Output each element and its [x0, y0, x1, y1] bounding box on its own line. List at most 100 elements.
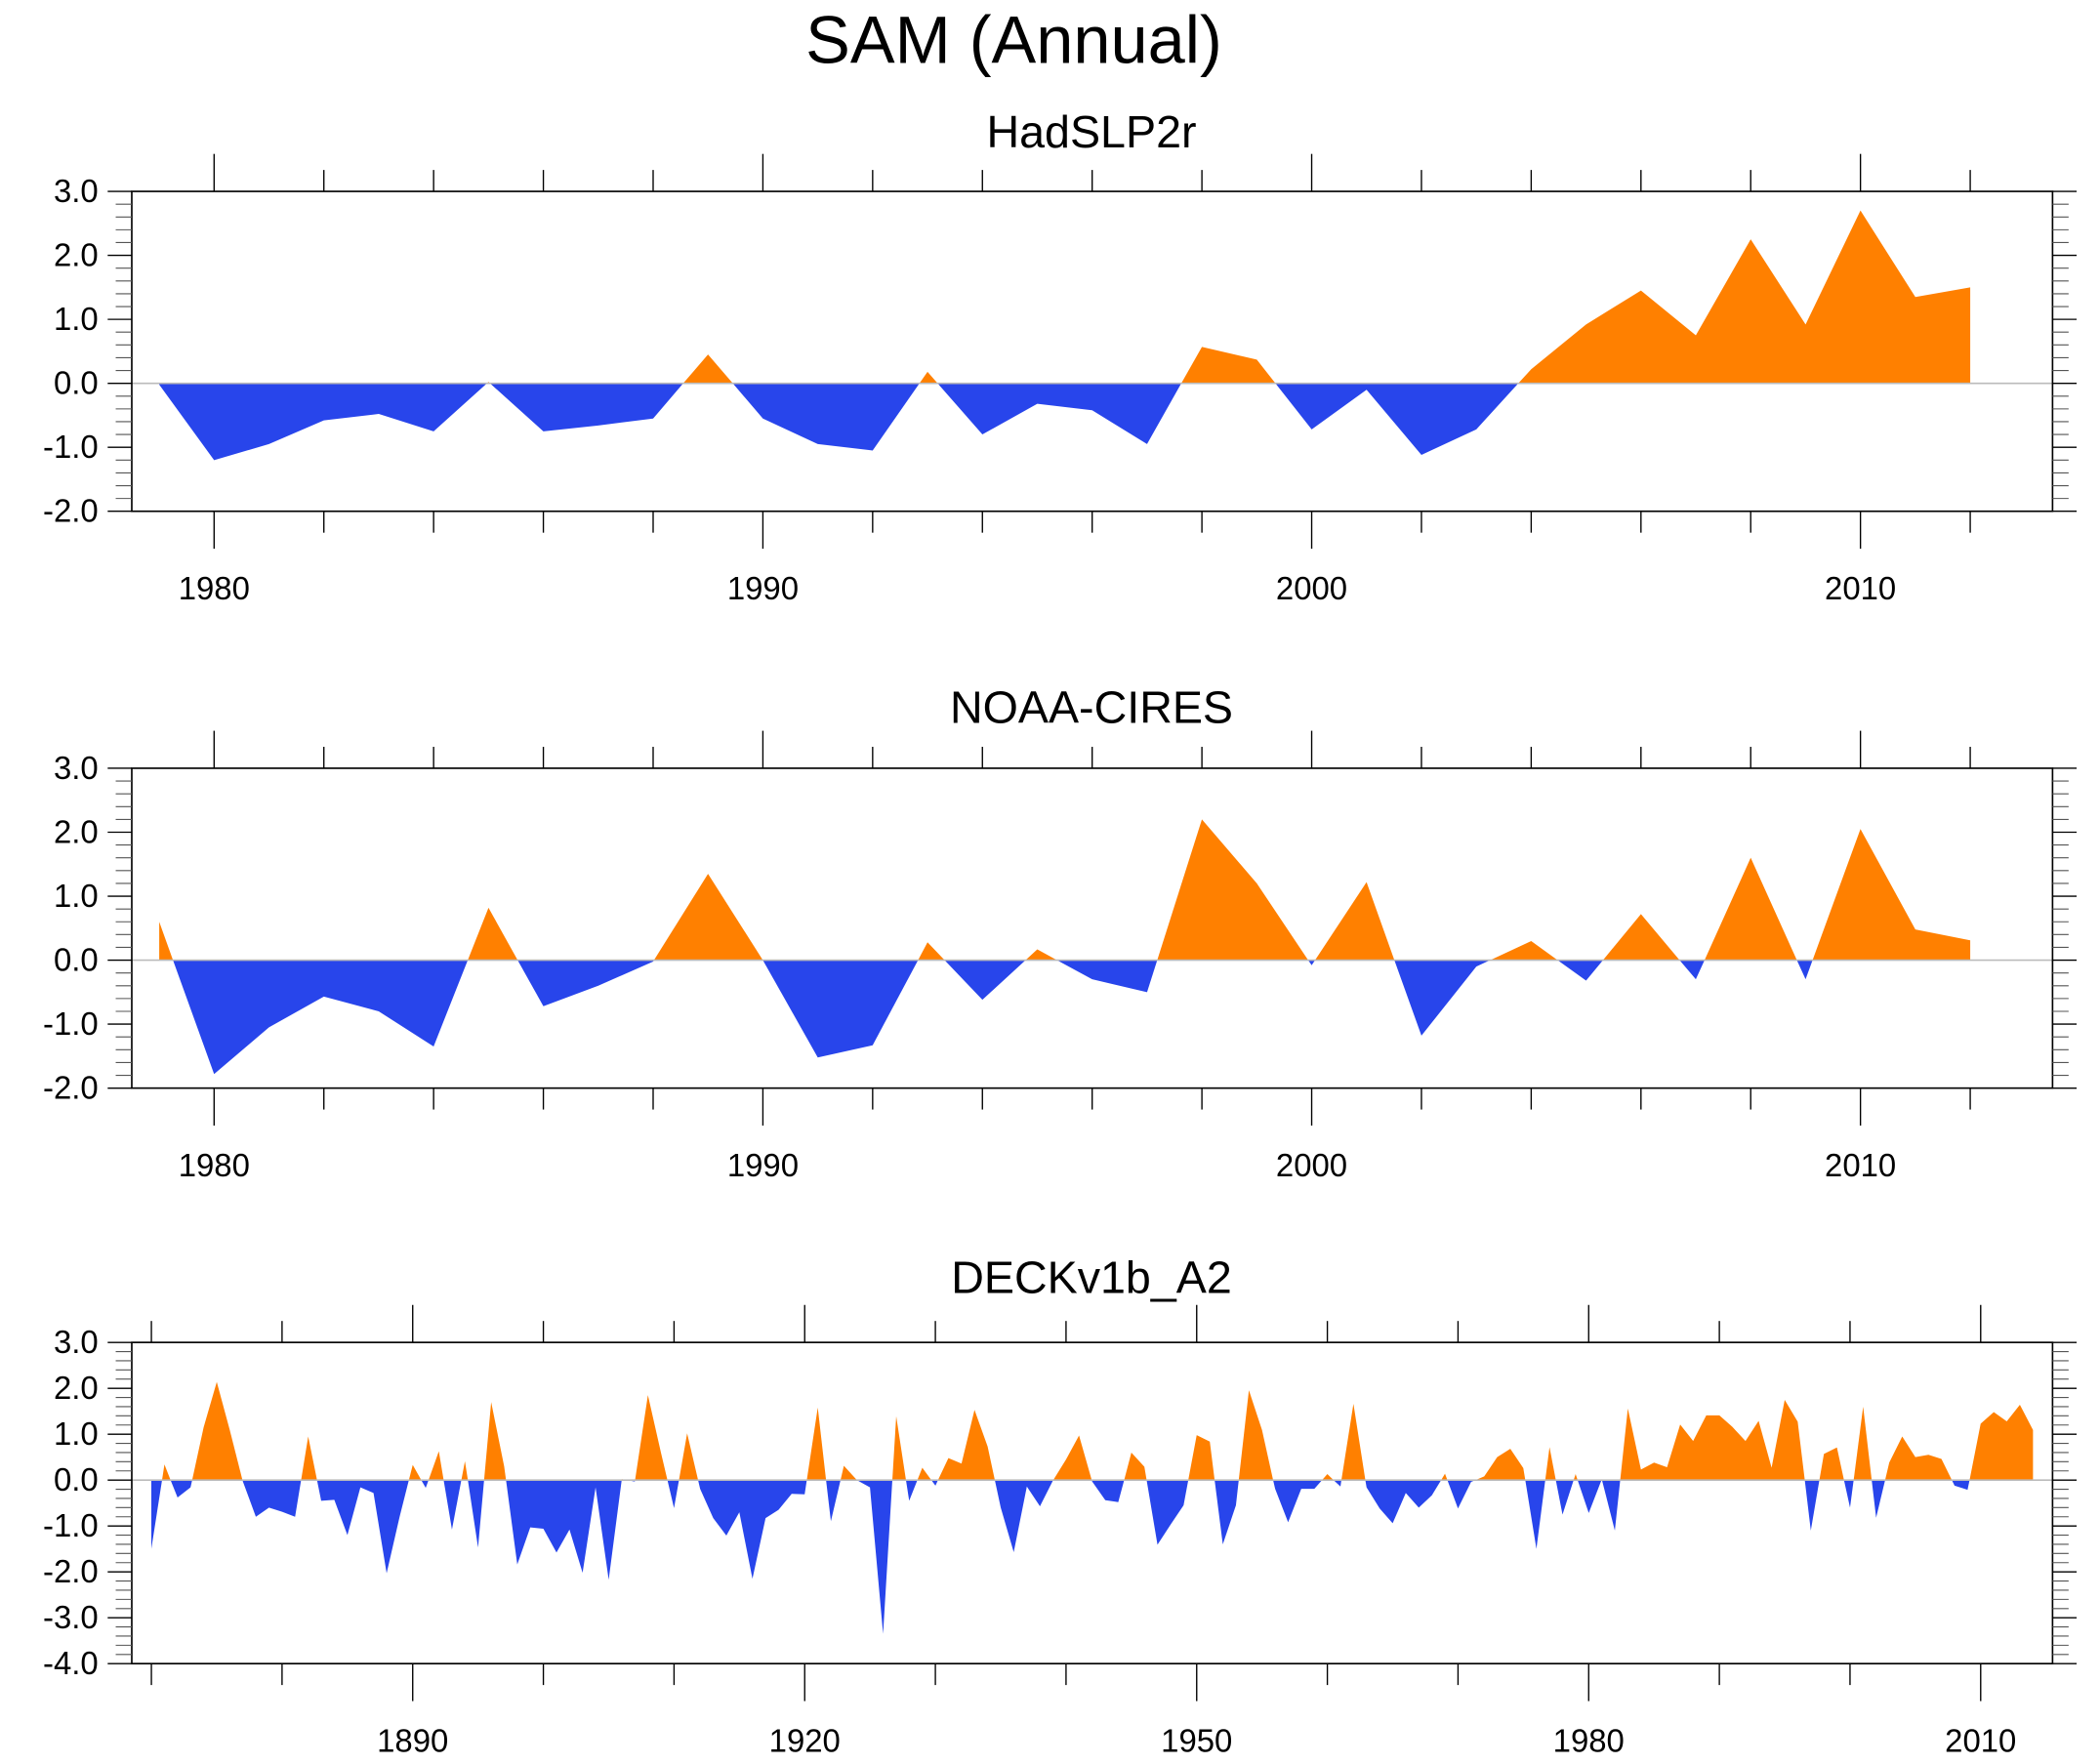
- y-tick-label: 0.0: [54, 365, 99, 401]
- positive-area-0: [159, 922, 174, 961]
- y-tick-label: 3.0: [54, 1324, 99, 1360]
- positive-area-43: [1441, 1473, 1448, 1481]
- y-tick-label: 3.0: [54, 173, 99, 209]
- positive-area-39: [1322, 1474, 1335, 1481]
- positive-area-25: [891, 1415, 906, 1481]
- positive-area-10: [1157, 819, 1308, 961]
- positive-area-9: [1518, 210, 1971, 384]
- x-tick-label: 1980: [179, 1147, 250, 1183]
- positive-area-14: [1490, 940, 1558, 961]
- x-tick-label: 1980: [1553, 1723, 1625, 1759]
- figure-title: SAM (Annual): [805, 2, 1222, 77]
- positive-area-19: [679, 1433, 699, 1481]
- panel-title-noaa-cires: NOAA-CIRES: [950, 681, 1233, 732]
- positive-area-3: [191, 1381, 243, 1481]
- positive-area-35: [1188, 1435, 1215, 1481]
- positive-area-11: [461, 1460, 469, 1481]
- x-tick-label: 2010: [1825, 1147, 1896, 1183]
- negative-area-3: [517, 960, 654, 1006]
- negative-area-34: [1146, 1480, 1189, 1545]
- positive-area-59: [1884, 1436, 1953, 1481]
- negative-area-36: [1215, 1480, 1239, 1545]
- y-tick-label: -2.0: [43, 1070, 99, 1106]
- positive-area-61: [1969, 1405, 2034, 1481]
- positive-area-12: [1314, 882, 1395, 961]
- negative-area-19: [1796, 960, 1813, 980]
- negative-area-17: [1679, 960, 1705, 980]
- positive-area-17: [635, 1395, 668, 1481]
- y-tick-label: 3.0: [54, 750, 99, 786]
- negative-area-13: [1394, 960, 1491, 1036]
- negative-area-0: [159, 383, 487, 461]
- x-tick-label: 2010: [1945, 1723, 2016, 1759]
- positive-area-29: [937, 1410, 996, 1481]
- y-tick-label: -1.0: [43, 1005, 99, 1042]
- negative-area-12: [468, 1480, 484, 1548]
- negative-area-58: [1872, 1480, 1885, 1518]
- positive-area-53: [1620, 1399, 1805, 1481]
- negative-area-18: [667, 1480, 679, 1508]
- y-tick-label: 2.0: [54, 1370, 99, 1406]
- positive-area-7: [1180, 347, 1276, 384]
- positive-area-21: [806, 1407, 827, 1481]
- y-tick-label: 0.0: [54, 942, 99, 978]
- data-point-1979: [158, 922, 159, 923]
- negative-area-40: [1334, 1480, 1341, 1487]
- positive-area-20: [1812, 829, 1971, 961]
- positive-area-49: [1573, 1474, 1578, 1481]
- y-tick-label: -1.0: [43, 1507, 99, 1543]
- negative-area-24: [856, 1480, 892, 1634]
- negative-area-46: [1525, 1480, 1545, 1549]
- negative-area-38: [1273, 1480, 1323, 1523]
- y-tick-label: -2.0: [43, 493, 99, 529]
- negative-area-56: [1843, 1480, 1854, 1508]
- negative-area-8: [421, 1480, 429, 1489]
- negative-area-8: [1275, 383, 1519, 456]
- positive-area-16: [1602, 914, 1680, 961]
- negative-area-9: [1056, 960, 1158, 993]
- x-tick-label: 1990: [727, 570, 799, 606]
- positive-area-41: [1340, 1404, 1366, 1481]
- negative-area-48: [1555, 1480, 1574, 1515]
- negative-area-44: [1447, 1480, 1476, 1509]
- positive-area-2: [468, 907, 518, 961]
- positive-area-13: [483, 1402, 507, 1481]
- negative-area-10: [443, 1480, 462, 1530]
- positive-area-4: [653, 874, 763, 961]
- negative-area-0: [150, 1480, 162, 1549]
- negative-area-26: [905, 1480, 918, 1501]
- positive-area-9: [428, 1451, 444, 1481]
- negative-area-60: [1952, 1480, 1970, 1491]
- positive-area-47: [1544, 1447, 1556, 1481]
- positive-area-23: [840, 1465, 857, 1481]
- negative-area-42: [1365, 1480, 1442, 1524]
- x-tick-label: 2000: [1276, 1147, 1347, 1183]
- x-tick-label: 1890: [377, 1723, 448, 1759]
- x-tick-label: 1920: [769, 1723, 841, 1759]
- x-tick-label: 2000: [1276, 570, 1347, 606]
- negative-area-20: [698, 1480, 807, 1579]
- negative-area-52: [1601, 1480, 1621, 1531]
- negative-area-4: [242, 1480, 302, 1517]
- negative-area-15: [1557, 960, 1603, 981]
- x-tick-label: 1990: [727, 1147, 799, 1183]
- y-tick-label: 1.0: [54, 1415, 99, 1452]
- positive-area-57: [1853, 1406, 1873, 1481]
- positive-area-5: [301, 1436, 317, 1481]
- panel-noaa-cires: NOAA-CIRES 3.0 2.0 1.0 0.0 -1.0 -2.0 1980 1990 2…: [43, 681, 2078, 1183]
- y-tick-label: 2.0: [54, 813, 99, 849]
- y-tick-label: 1.0: [54, 301, 99, 337]
- positive-area-1: [161, 1464, 171, 1481]
- negative-area-2: [170, 1480, 192, 1498]
- x-tick-label: 1950: [1161, 1723, 1232, 1759]
- positive-area-37: [1238, 1390, 1274, 1481]
- negative-area-6: [937, 383, 1181, 444]
- positive-area-45: [1475, 1449, 1526, 1481]
- positive-area-33: [1124, 1452, 1147, 1481]
- y-tick-label: -3.0: [43, 1599, 99, 1635]
- positive-area-18: [1704, 857, 1797, 961]
- positive-area-5: [919, 371, 938, 384]
- panel-deckv1b-a2: DECKv1b_A2 3.0 2.0 1.0 0.0 -1.0 -2.0 -3.0 -4.0 1…: [43, 1251, 2078, 1759]
- y-tick-label: 0.0: [54, 1461, 99, 1497]
